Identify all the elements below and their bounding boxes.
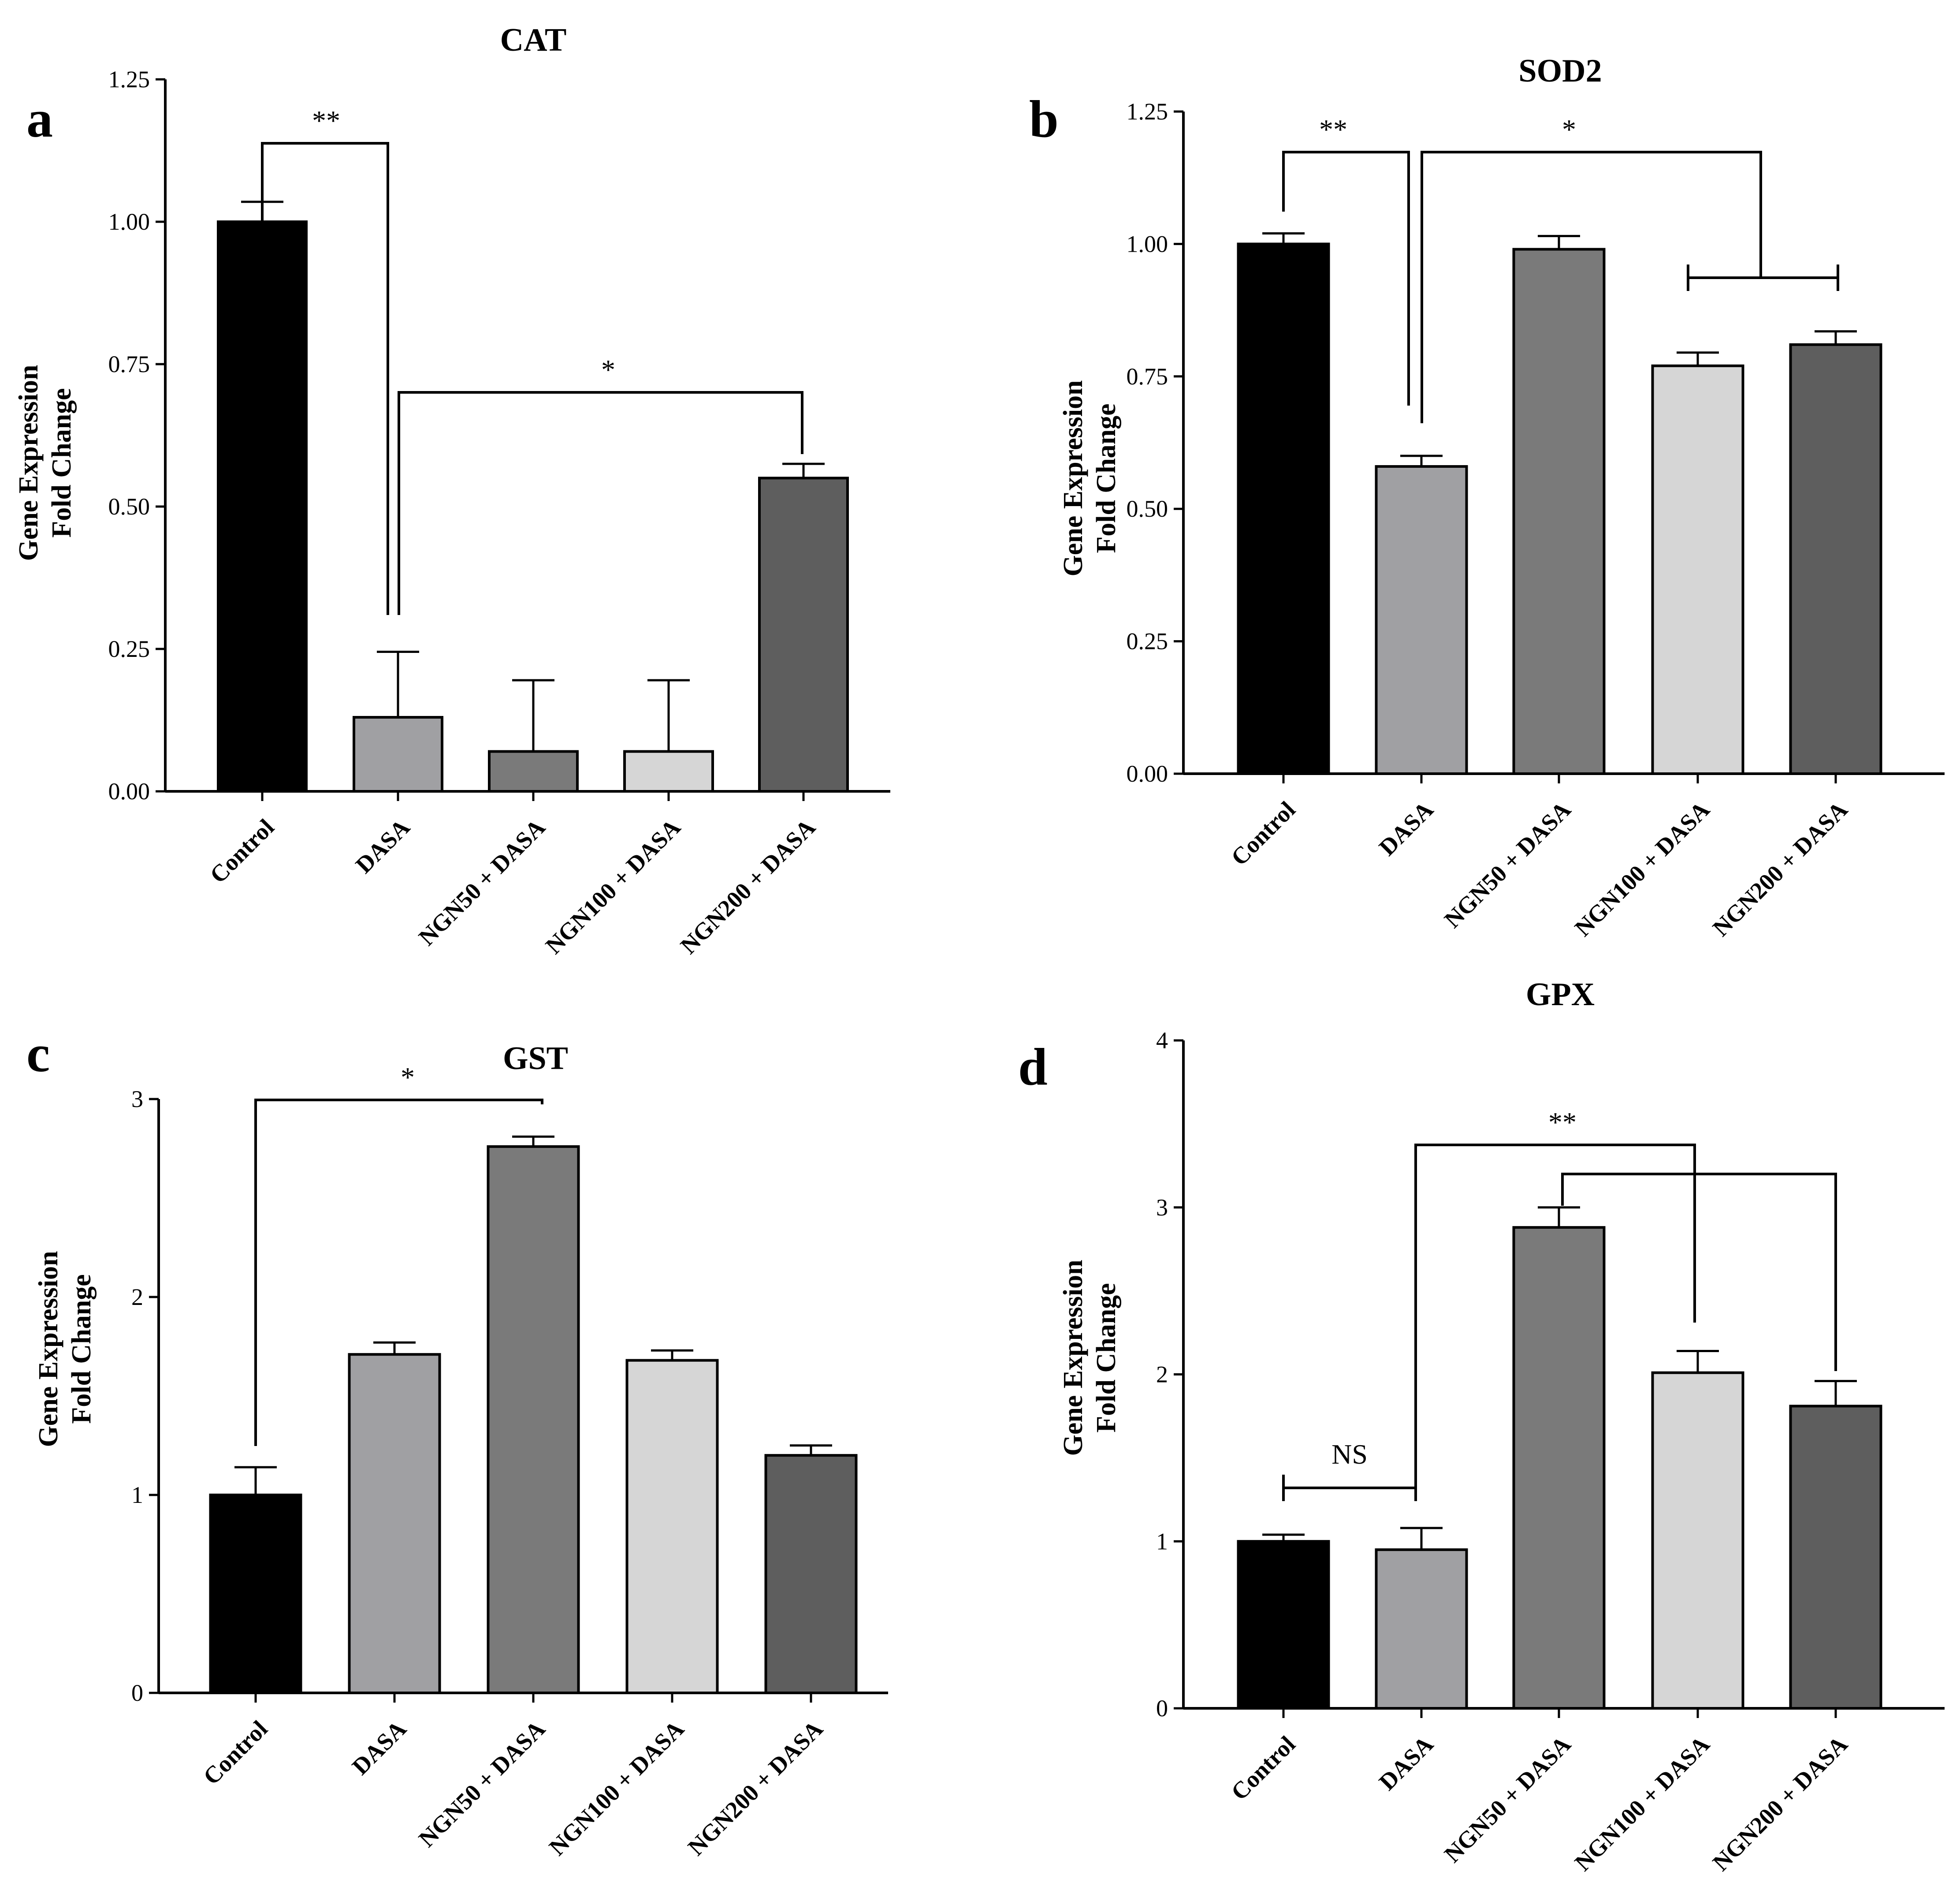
y-tick-label: 1 xyxy=(1156,1528,1168,1554)
significance-bracket xyxy=(261,142,389,615)
x-tick-label: Control xyxy=(1226,1731,1300,1805)
panel-b-plot: 0.00 0.25 0.50 0.75 1.00 1.25 Control DASA NGN50… xyxy=(1127,98,1945,941)
panel-c-ylabel-line2: Fold Change xyxy=(67,1274,97,1424)
y-tick-label: 3 xyxy=(131,1086,143,1112)
bar xyxy=(1375,465,1468,775)
panel-a-letter: a xyxy=(26,89,53,148)
y-tick-label: 0.25 xyxy=(108,636,150,662)
bar xyxy=(623,750,714,793)
y-tick-label: 0.00 xyxy=(1127,760,1168,787)
panel-d-ylabel-line2: Fold Change xyxy=(1091,1283,1121,1432)
x-tick-label: DASA xyxy=(1374,796,1438,861)
y-tick-label: 2 xyxy=(1156,1361,1168,1388)
x-tick-label: Control xyxy=(198,1715,272,1790)
x-tick-label: NGN100 + DASA xyxy=(544,1715,689,1860)
bar xyxy=(1512,248,1606,775)
x-tick-label: NGN100 + DASA xyxy=(540,814,685,959)
x-tick-label: NGN50 + DASA xyxy=(1439,796,1576,933)
bar xyxy=(1237,242,1330,775)
bar xyxy=(209,1494,302,1694)
x-tick-label: DASA xyxy=(1374,1731,1438,1795)
significance-label: ** xyxy=(312,105,340,136)
y-tick-label: 0.25 xyxy=(1127,628,1168,655)
bar xyxy=(487,1145,580,1694)
significance-label: * xyxy=(1562,114,1576,145)
panel-a-ylabel-line2: Fold Change xyxy=(47,388,77,537)
panel-a-ylabel-line1: Gene Expression xyxy=(14,365,44,561)
bar xyxy=(1512,1226,1606,1710)
y-tick-label: 0.00 xyxy=(108,778,150,805)
x-tick-label: NGN200 + DASA xyxy=(1707,1731,1852,1876)
x-tick-label: NGN200 + DASA xyxy=(1707,796,1852,941)
x-tick-label: Control xyxy=(1226,796,1300,871)
panel-b-title: SOD2 xyxy=(1518,53,1602,89)
panel-c-ylabel-line1: Gene Expression xyxy=(33,1251,63,1447)
y-tick-label: 0.50 xyxy=(108,493,150,520)
bar xyxy=(625,1359,719,1694)
panel-a-title: CAT xyxy=(500,22,567,58)
x-tick-label: Control xyxy=(205,814,279,888)
bar xyxy=(488,750,579,793)
significance-label: NS xyxy=(1331,1439,1368,1470)
panel-c-letter: c xyxy=(26,1024,50,1083)
significance-bracket xyxy=(1561,1173,1837,1371)
y-tick-label: 1.25 xyxy=(108,66,150,93)
significance-bracket xyxy=(1421,151,1762,423)
significance-bracket xyxy=(1282,151,1410,406)
y-tick-label: 2 xyxy=(131,1284,143,1310)
bar xyxy=(353,716,443,793)
significance-label: ** xyxy=(1548,1107,1577,1138)
y-tick-label: 1 xyxy=(131,1482,143,1508)
bar xyxy=(758,477,849,793)
x-tick-label: NGN100 + DASA xyxy=(1569,796,1715,941)
panel-a: a CAT Gene Expression Fold Change 0.000.… xyxy=(14,22,890,959)
significance-bracket xyxy=(398,391,803,615)
y-tick-label: 0 xyxy=(131,1680,143,1706)
bar xyxy=(764,1454,858,1694)
panel-a-plot: 0.00 0.25 0.50 0.75 1.00 1.25 Control DASANGN50… xyxy=(108,66,890,959)
bar xyxy=(348,1353,441,1694)
y-tick-label: 0.75 xyxy=(1127,363,1168,390)
x-tick-label: NGN100 + DASA xyxy=(1569,1731,1715,1876)
panel-d-title: GPX xyxy=(1526,976,1595,1013)
y-tick-label: 1.25 xyxy=(1127,98,1168,125)
y-tick-label: 4 xyxy=(1156,1027,1168,1054)
bar xyxy=(1789,343,1882,775)
panel-c-title: GST xyxy=(503,1040,568,1077)
significance-label: * xyxy=(401,1062,415,1093)
significance-bracket xyxy=(254,1099,543,1446)
panel-c: c GST Gene Expression Fold Change 0 1 2 3 Co… xyxy=(26,1024,888,1860)
panel-d-letter: d xyxy=(1018,1037,1048,1096)
x-tick-label: DASA xyxy=(347,1715,411,1780)
panel-b-ylabel-line2: Fold Change xyxy=(1091,403,1121,553)
y-tick-label: 0 xyxy=(1156,1695,1168,1722)
bar xyxy=(1237,1540,1330,1710)
bar xyxy=(1789,1405,1882,1710)
y-tick-label: 0.75 xyxy=(108,351,150,377)
x-tick-label: NGN50 + DASA xyxy=(1439,1731,1576,1867)
bar xyxy=(1651,364,1744,775)
panel-d: d GPX Gene Expression Fold Change 0 1 2 3 4 C… xyxy=(1018,976,1945,1876)
y-tick-label: 3 xyxy=(1156,1194,1168,1221)
panel-b: b SOD2 Gene Expression Fold Change 0.000… xyxy=(1029,53,1945,941)
x-tick-label: DASA xyxy=(350,814,415,878)
significance-bracket xyxy=(1414,1144,1696,1488)
significance-label: ** xyxy=(1319,114,1347,145)
y-tick-label: 1.00 xyxy=(1127,231,1168,257)
significance-label: * xyxy=(601,354,615,385)
x-tick-label: NGN50 + DASA xyxy=(413,1715,550,1852)
x-tick-label: NGN200 + DASA xyxy=(675,814,820,959)
y-tick-label: 0.50 xyxy=(1127,496,1168,522)
y-tick-label: 1.00 xyxy=(108,209,150,235)
bar xyxy=(1375,1548,1468,1710)
panel-b-letter: b xyxy=(1029,89,1059,148)
panel-b-ylabel-line1: Gene Expression xyxy=(1058,380,1088,577)
x-tick-label: NGN50 + DASA xyxy=(413,814,550,950)
panel-d-ylabel-line1: Gene Expression xyxy=(1058,1260,1088,1456)
bar xyxy=(1651,1371,1744,1710)
x-tick-label: NGN200 + DASA xyxy=(683,1715,828,1860)
